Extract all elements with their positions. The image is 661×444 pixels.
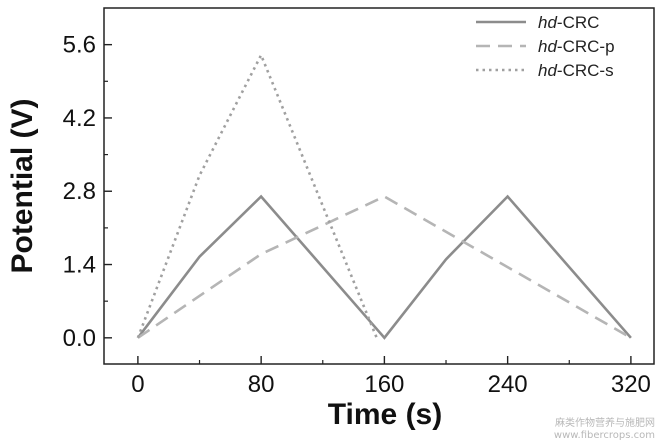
- series-line-1: [136, 194, 632, 340]
- legend-label-3: hd-CRC-s: [538, 61, 614, 80]
- y-tick-label: 2.8: [63, 178, 96, 205]
- watermark-line-1: 麻类作物营养与施肥网: [555, 418, 655, 429]
- ticks-layer: 0 80 160 240 320 0.0 1.4 2.8 4.2 5.6: [63, 32, 651, 398]
- y-tick-label: 5.6: [63, 32, 96, 59]
- x-axis-title: Time (s): [328, 398, 442, 431]
- x-tick-label: 80: [248, 371, 275, 398]
- series-line-2: [137, 195, 632, 339]
- x-tick-label: 160: [364, 371, 404, 398]
- series-line-3: [136, 51, 378, 339]
- y-tick-label: 1.4: [63, 252, 96, 279]
- y-tick-label: 0.0: [63, 325, 96, 352]
- series-layer: [136, 51, 632, 340]
- plot-frame: [103, 7, 655, 365]
- y-tick-label: 4.2: [63, 105, 96, 132]
- x-tick-label: 240: [488, 371, 528, 398]
- x-tick-label: 320: [611, 371, 651, 398]
- y-axis-title: Potential (V): [6, 98, 39, 273]
- legend-label-2: hd-CRC-p: [538, 37, 615, 56]
- legend-label-1: hd-CRC: [538, 13, 599, 32]
- watermark: 麻类作物营养与施肥网 www.fibercrops.com: [554, 418, 655, 442]
- x-tick-label: 0: [131, 371, 144, 398]
- legend: hd-CRC hd-CRC-p hd-CRC-s: [476, 13, 615, 80]
- watermark-line-2: www.fibercrops.com: [553, 430, 655, 441]
